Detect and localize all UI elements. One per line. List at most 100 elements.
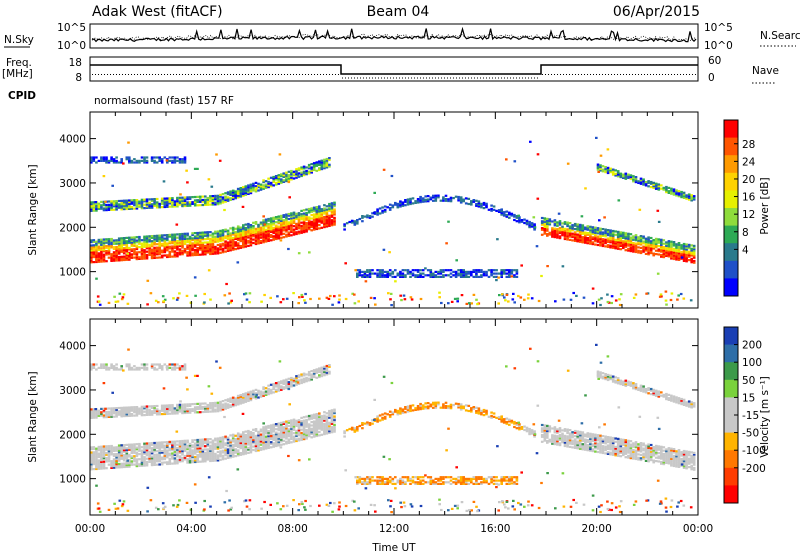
- power-cell: [178, 238, 182, 241]
- velocity-cell: [196, 443, 199, 447]
- power-cell: [629, 239, 633, 243]
- velocity-cell: [188, 461, 192, 464]
- power-cell: [500, 269, 503, 272]
- velocity-cell: [186, 448, 189, 451]
- power-cell: [416, 199, 420, 202]
- power-speckle: [517, 294, 520, 298]
- power-cell: [639, 181, 643, 184]
- power-cell: [158, 156, 161, 159]
- velocity-cell: [163, 456, 167, 459]
- power-cell: [599, 166, 602, 169]
- velocity-cell: [188, 452, 192, 456]
- power-cell: [176, 236, 179, 239]
- velocity-cell: [128, 409, 131, 412]
- velocity-cell: [249, 449, 253, 452]
- power-cell: [649, 241, 653, 245]
- power-cell: [584, 226, 587, 229]
- power-cell: [125, 156, 129, 159]
- velocity-cell: [155, 408, 159, 411]
- power-cell: [687, 196, 691, 199]
- power-cell: [214, 194, 217, 197]
- velocity-cell: [95, 459, 98, 462]
- power-cell: [171, 233, 174, 236]
- power-cell: [204, 238, 207, 241]
- power-cell: [204, 248, 207, 251]
- power-cell: [239, 231, 243, 234]
- velocity-cell: [130, 463, 134, 466]
- power-cell: [353, 221, 357, 225]
- velocity-cell: [290, 437, 293, 440]
- velocity-cell: [196, 402, 199, 405]
- power-cell: [193, 252, 197, 255]
- power-cell: [191, 202, 194, 205]
- power-cell: [244, 192, 248, 195]
- power-cell: [181, 238, 184, 241]
- power-cell: [599, 241, 602, 244]
- power-cell: [518, 217, 521, 221]
- velocity-cell: [292, 379, 296, 382]
- power-cell: [302, 222, 306, 225]
- power-cell: [670, 254, 673, 257]
- velocity-cell: [128, 363, 131, 366]
- power-cell: [647, 244, 650, 247]
- velocity-cell: [249, 439, 253, 442]
- power-cell: [285, 233, 288, 236]
- power-cell: [508, 275, 511, 278]
- power-cell: [323, 219, 326, 222]
- power-cell: [611, 238, 615, 241]
- power-speckle: [353, 293, 356, 296]
- velocity-cell: [201, 402, 205, 405]
- power-speckle: [606, 148, 610, 151]
- velocity-cell: [153, 458, 156, 461]
- velocity-cell: [277, 387, 281, 391]
- velocity-cell: [269, 390, 273, 393]
- power-cell: [642, 237, 645, 240]
- velocity-cell: [128, 414, 131, 417]
- power-cell: [323, 224, 326, 227]
- velocity-cell: [196, 447, 199, 450]
- power-cell: [188, 245, 192, 249]
- power-speckle: [389, 298, 392, 301]
- velocity-cell: [176, 363, 179, 366]
- power-cell: [634, 249, 638, 252]
- velocity-cell: [320, 418, 324, 421]
- power-cell: [226, 249, 230, 252]
- velocity-cell: [209, 438, 212, 441]
- power-cell: [634, 181, 638, 184]
- power-cell: [188, 252, 192, 255]
- power-cell: [206, 200, 210, 203]
- power-speckle: [670, 292, 674, 295]
- power-cell: [259, 223, 263, 226]
- velocity-cell: [272, 430, 275, 433]
- power-cell: [439, 270, 443, 273]
- velocity-cell: [267, 436, 270, 439]
- power-cell: [644, 244, 648, 247]
- power-cell: [606, 240, 610, 243]
- velocity-cell: [145, 413, 149, 416]
- power-cell: [90, 204, 93, 207]
- power-cell: [196, 235, 199, 238]
- velocity-cell: [315, 428, 319, 431]
- velocity-cell: [209, 441, 212, 444]
- power-cell: [323, 162, 326, 165]
- noise-sky-trace: [91, 26, 697, 43]
- power-cell: [206, 241, 210, 244]
- power-cell: [226, 246, 230, 249]
- power-cell: [97, 252, 101, 255]
- power-cell: [394, 269, 397, 272]
- velocity-cell: [325, 366, 329, 369]
- power-cell: [611, 236, 615, 239]
- power-cell: [264, 237, 268, 240]
- velocity-cell: [381, 413, 384, 416]
- power-speckle: [331, 303, 334, 306]
- velocity-cell: [383, 417, 387, 420]
- velocity-cell: [191, 451, 194, 454]
- power-cell: [315, 163, 319, 166]
- power-cell: [269, 181, 273, 184]
- velocity-cell: [214, 452, 217, 455]
- power-cell: [224, 228, 227, 231]
- power-cell: [490, 274, 493, 277]
- power-speckle: [263, 223, 267, 226]
- power-cell: [274, 176, 278, 179]
- power-cell: [135, 236, 139, 239]
